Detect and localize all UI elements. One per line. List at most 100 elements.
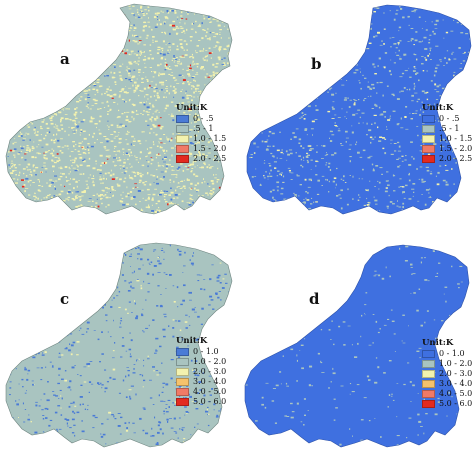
speckle <box>15 19 17 22</box>
speckle <box>299 58 300 60</box>
speckle <box>392 174 395 177</box>
speckle <box>135 17 137 19</box>
speckle <box>124 308 127 311</box>
speckle <box>174 203 176 205</box>
speckle <box>105 64 108 66</box>
speckle <box>176 33 178 35</box>
speckle <box>163 335 166 338</box>
speckle <box>96 81 100 84</box>
speckle <box>5 21 6 23</box>
speckle <box>122 148 125 150</box>
speckle <box>365 445 367 447</box>
speckle <box>230 9 232 11</box>
speckle <box>81 146 84 148</box>
speckle <box>138 358 140 360</box>
speckle <box>114 66 116 68</box>
speckle <box>282 48 285 50</box>
speckle <box>142 25 145 28</box>
speckle <box>107 42 109 44</box>
legend-entry: 1.0 - 1.5 <box>422 134 472 144</box>
speckle <box>18 68 21 69</box>
speckle <box>307 145 309 147</box>
speckle <box>6 185 9 187</box>
speckle <box>129 355 132 358</box>
speckle <box>216 16 218 17</box>
speckle <box>336 10 339 12</box>
speckle <box>195 52 198 54</box>
speckle <box>366 204 370 206</box>
speckle <box>65 347 68 349</box>
speckle <box>403 87 406 89</box>
speckle <box>220 408 222 411</box>
speckle <box>440 61 442 63</box>
speckle <box>250 321 254 324</box>
legend-swatch <box>176 348 189 356</box>
speckle <box>28 80 31 82</box>
speckle <box>204 146 205 148</box>
speckle <box>188 109 190 112</box>
speckle <box>155 370 159 371</box>
speckle <box>194 90 197 92</box>
speckle <box>156 95 159 97</box>
speckle <box>146 80 149 82</box>
speckle <box>412 384 415 387</box>
speckle <box>55 180 58 182</box>
speckle <box>356 24 360 26</box>
speckle <box>249 49 251 51</box>
speckle <box>125 167 128 169</box>
speckle <box>14 45 17 47</box>
speckle <box>406 437 408 439</box>
speckle <box>402 202 405 205</box>
speckle <box>162 49 164 51</box>
speckle <box>195 143 198 145</box>
speckle <box>455 97 457 100</box>
speckle <box>18 107 20 109</box>
speckle <box>174 92 177 94</box>
speckle <box>449 253 453 255</box>
speckle <box>403 383 406 386</box>
speckle <box>165 44 167 46</box>
speckle <box>131 135 134 138</box>
speckle <box>24 431 26 433</box>
speckle <box>83 214 86 215</box>
speckle <box>219 49 221 52</box>
speckle <box>106 192 108 193</box>
speckle <box>49 419 53 421</box>
speckle <box>171 169 175 171</box>
speckle <box>144 9 147 11</box>
speckle <box>207 414 209 416</box>
speckle <box>213 46 216 48</box>
speckle <box>196 63 199 65</box>
speckle <box>69 333 73 335</box>
speckle <box>39 103 43 105</box>
speckle <box>23 172 25 175</box>
speckle <box>51 366 54 368</box>
speckle <box>32 165 34 168</box>
speckle <box>211 52 213 54</box>
speckle <box>153 132 155 134</box>
speckle <box>40 134 42 136</box>
speckle <box>44 49 46 52</box>
speckle <box>227 236 228 237</box>
speckle <box>18 114 22 115</box>
speckle <box>184 165 187 167</box>
speckle <box>178 109 180 112</box>
legend-swatch <box>422 350 435 358</box>
speckle <box>71 45 74 47</box>
speckle <box>114 77 116 78</box>
speckle <box>453 74 455 77</box>
speckle <box>139 157 141 160</box>
speckle <box>18 152 21 154</box>
speckle <box>139 11 141 13</box>
speckle <box>72 162 76 164</box>
speckle <box>75 197 78 199</box>
speckle <box>175 32 179 34</box>
speckle <box>85 77 89 79</box>
speckle <box>54 185 56 187</box>
speckle <box>305 84 308 87</box>
speckle <box>163 413 165 415</box>
speckle <box>301 202 303 203</box>
speckle <box>276 175 279 177</box>
speckle <box>137 246 140 249</box>
speckle <box>96 47 99 49</box>
